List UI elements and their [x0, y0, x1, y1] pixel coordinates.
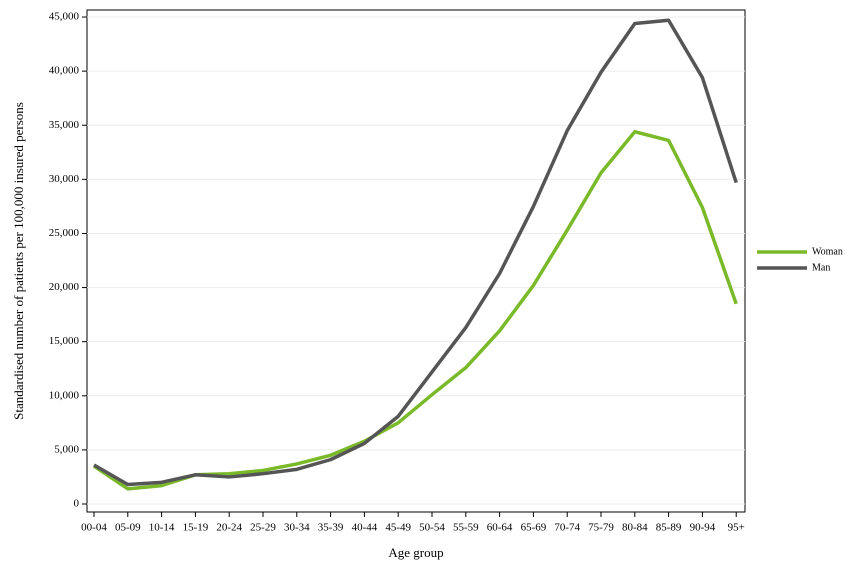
x-tick-label: 95+ — [728, 522, 745, 534]
x-tick-label: 40-44 — [352, 522, 378, 534]
y-tick-label: 30,000 — [49, 173, 80, 185]
x-tick-label: 05-09 — [115, 522, 141, 534]
x-tick-label: 35-39 — [318, 522, 344, 534]
x-tick-label: 90-94 — [690, 522, 716, 534]
x-tick-label: 25-29 — [250, 522, 276, 534]
x-tick-label: 60-64 — [487, 522, 513, 534]
y-tick-label: 40,000 — [49, 65, 80, 77]
x-tick-label: 50-54 — [419, 522, 445, 534]
x-tick-label: 85-89 — [656, 522, 682, 534]
y-tick-label: 25,000 — [49, 227, 80, 239]
x-tick-label: 10-14 — [149, 522, 175, 534]
x-tick-label: 75-79 — [588, 522, 614, 534]
x-tick-label: 30-34 — [284, 522, 310, 534]
y-axis-label: Standardised number of patients per 100,… — [11, 102, 26, 420]
y-tick-label: 0 — [74, 498, 80, 510]
x-tick-label: 15-19 — [183, 522, 209, 534]
legend-label: Woman — [812, 246, 843, 257]
x-tick-label: 20-24 — [216, 522, 242, 534]
plot-frame — [86, 9, 746, 513]
x-tick-label: 80-84 — [622, 522, 648, 534]
x-axis-label: Age group — [388, 545, 443, 560]
y-tick-label: 5,000 — [54, 443, 79, 455]
legend-label: Man — [812, 262, 830, 273]
y-tick-label: 15,000 — [49, 335, 80, 347]
x-tick-label: 70-74 — [554, 522, 580, 534]
x-tick-label: 55-59 — [453, 522, 479, 534]
y-tick-label: 35,000 — [49, 119, 80, 131]
y-tick-label: 20,000 — [49, 281, 80, 293]
line-series — [93, 129, 738, 491]
x-tick-label: 45-49 — [385, 522, 411, 534]
y-tick-label: 45,000 — [49, 11, 80, 23]
x-tick-label: 65-69 — [521, 522, 547, 534]
x-tick-label: 00-04 — [81, 522, 107, 534]
y-tick-label: 10,000 — [49, 389, 80, 401]
line-series — [93, 18, 738, 487]
